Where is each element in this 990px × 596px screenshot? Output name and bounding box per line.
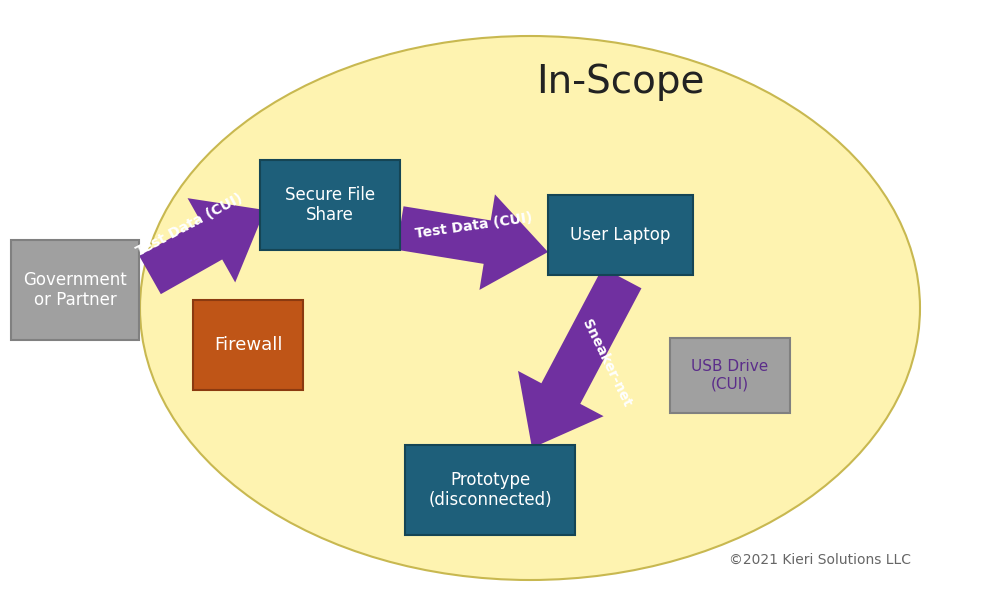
- Text: User Laptop: User Laptop: [570, 226, 670, 244]
- Ellipse shape: [140, 36, 920, 580]
- Text: In-Scope: In-Scope: [536, 63, 704, 101]
- FancyBboxPatch shape: [670, 337, 790, 412]
- Polygon shape: [518, 268, 642, 448]
- FancyBboxPatch shape: [547, 195, 692, 275]
- Text: Secure File
Share: Secure File Share: [285, 185, 375, 225]
- Text: Government
or Partner: Government or Partner: [23, 271, 127, 309]
- FancyBboxPatch shape: [405, 445, 575, 535]
- Polygon shape: [396, 194, 548, 290]
- Text: Test Data (CUI): Test Data (CUI): [134, 191, 246, 259]
- Polygon shape: [140, 198, 265, 294]
- Text: Prototype
(disconnected): Prototype (disconnected): [429, 471, 551, 510]
- Text: Sneaker-net: Sneaker-net: [580, 317, 635, 409]
- FancyBboxPatch shape: [11, 240, 139, 340]
- Text: ©2021 Kieri Solutions LLC: ©2021 Kieri Solutions LLC: [729, 553, 911, 567]
- FancyBboxPatch shape: [193, 300, 303, 390]
- Text: Test Data (CUI): Test Data (CUI): [415, 211, 534, 241]
- Text: Firewall: Firewall: [214, 336, 282, 354]
- FancyBboxPatch shape: [260, 160, 400, 250]
- Text: USB Drive
(CUI): USB Drive (CUI): [691, 359, 768, 391]
